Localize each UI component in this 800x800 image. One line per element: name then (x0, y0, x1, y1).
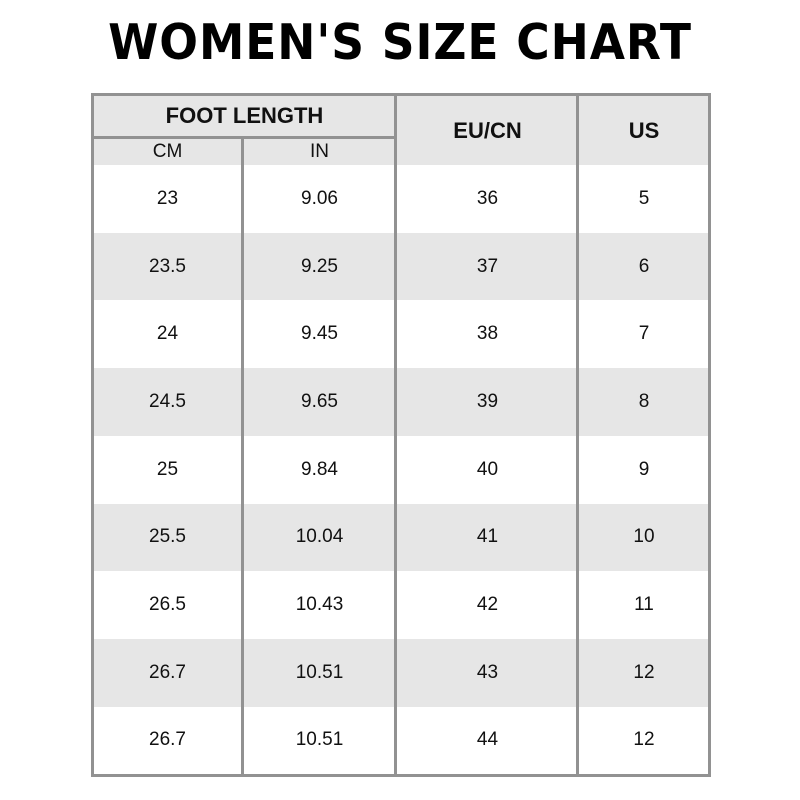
page-title: WOMEN'S SIZE CHART (108, 14, 692, 71)
cell-cm: 26.7 (149, 729, 186, 751)
cell-cm: 25.5 (149, 526, 186, 548)
cell-in: 10.04 (295, 526, 344, 548)
cell-in: 9.65 (301, 390, 338, 412)
cell-in: 9.06 (301, 187, 338, 209)
header-background (94, 96, 708, 165)
cell-eu-cn: 42 (476, 594, 499, 616)
cell-us: 6 (638, 255, 650, 277)
row-stripe (94, 503, 708, 572)
cell-cm: 24 (156, 323, 179, 345)
column-divider (241, 136, 244, 774)
column-divider (394, 96, 397, 774)
row-stripe (94, 232, 708, 301)
cell-in: 10.43 (295, 594, 344, 616)
cell-eu-cn: 43 (476, 661, 499, 683)
header-divider (94, 136, 395, 139)
cell-cm: 23.5 (149, 255, 186, 277)
cell-us: 12 (633, 729, 655, 751)
cell-in: 9.25 (301, 255, 338, 277)
cell-eu-cn: 39 (476, 390, 499, 412)
cell-us: 5 (638, 187, 650, 209)
cell-us: 10 (633, 526, 655, 548)
cell-cm: 23 (156, 187, 179, 209)
cell-eu-cn: 44 (476, 729, 499, 751)
cell-eu-cn: 41 (476, 526, 499, 548)
cell-cm: 26.5 (149, 594, 186, 616)
size-chart-table: FOOT LENGTH CM IN EU/CN US 23 9.06 36 5 23.5… (91, 93, 711, 777)
cell-eu-cn: 38 (476, 323, 499, 345)
header-cm: CM (152, 141, 183, 162)
cell-cm: 24.5 (149, 390, 186, 412)
header-eu-cn: EU/CN (453, 117, 522, 143)
row-stripe (94, 638, 708, 707)
cell-us: 9 (638, 458, 650, 480)
cell-us: 8 (638, 390, 650, 412)
cell-cm: 25 (156, 458, 179, 480)
header-foot-length: FOOT LENGTH (165, 103, 324, 128)
header-in: IN (310, 141, 329, 162)
cell-us: 11 (634, 594, 654, 616)
column-divider (576, 96, 579, 774)
cell-eu-cn: 36 (476, 187, 499, 209)
cell-eu-cn: 40 (476, 458, 499, 480)
cell-in: 10.51 (295, 661, 344, 683)
cell-in: 9.45 (301, 323, 338, 345)
cell-us: 12 (633, 661, 655, 683)
cell-in: 10.51 (295, 729, 344, 751)
cell-cm: 26.7 (149, 661, 186, 683)
header-us: US (628, 117, 660, 143)
cell-us: 7 (638, 323, 650, 345)
cell-eu-cn: 37 (476, 255, 499, 277)
row-stripe (94, 368, 708, 436)
cell-in: 9.84 (301, 458, 338, 480)
